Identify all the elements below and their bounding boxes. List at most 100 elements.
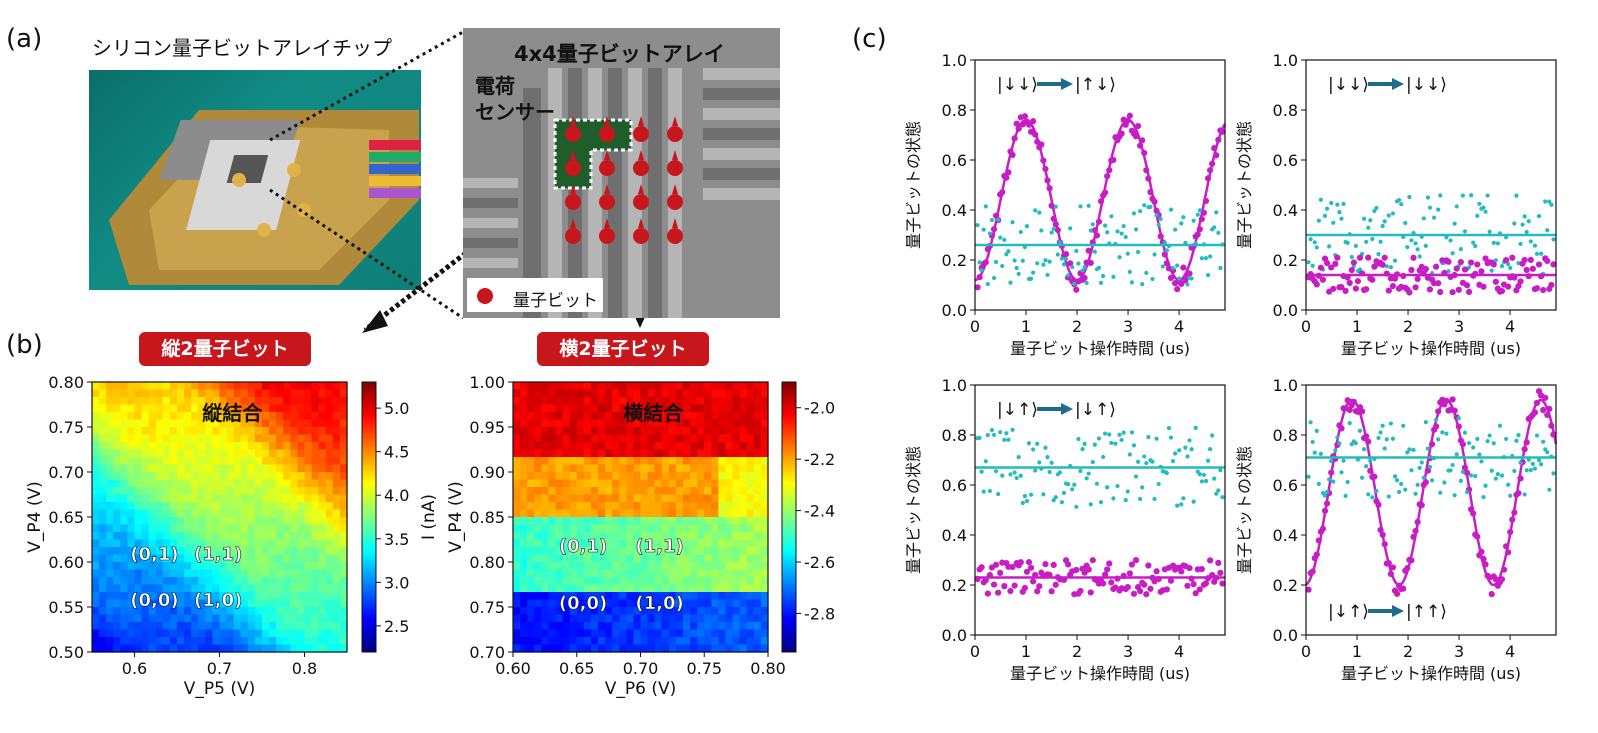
y-axis-label: 量子ビットの状態 <box>904 121 923 249</box>
data-point-cyan <box>1547 199 1552 204</box>
heatmap-cell <box>704 502 712 511</box>
heatmap-cell <box>162 614 171 623</box>
heatmap-cell <box>633 584 642 593</box>
heatmap-cell <box>541 622 550 631</box>
heatmap-cell <box>325 442 334 451</box>
y-tick-label: 0.75 <box>469 598 505 617</box>
data-point-cyan <box>1335 202 1340 207</box>
heatmap-cell <box>106 382 114 391</box>
heatmap-cell <box>304 509 313 518</box>
heatmap-cell <box>534 554 542 563</box>
heatmap-cell <box>760 524 769 533</box>
heatmap-cell <box>254 472 263 481</box>
heatmap-cell <box>226 532 235 541</box>
heatmap-cell <box>262 584 270 593</box>
heatmap-cell <box>675 599 684 608</box>
heatmap-cell <box>647 532 656 541</box>
heatmap-cell <box>725 442 734 451</box>
heatmap-cell <box>276 449 284 458</box>
heatmap-cell <box>254 412 263 421</box>
heatmap-cell <box>332 494 341 503</box>
heatmap-cell <box>148 419 157 428</box>
heatmap-cell <box>134 607 143 616</box>
data-point-magenta <box>1408 266 1415 274</box>
data-point-cyan <box>1129 280 1134 285</box>
heatmap-cell <box>534 644 542 653</box>
heatmap-cell <box>590 562 599 571</box>
data-point-cyan <box>1024 223 1030 229</box>
heatmap-cell <box>141 569 150 578</box>
heatmap-cell <box>697 539 705 548</box>
heatmap-cell <box>711 614 720 623</box>
data-point-cyan <box>1208 447 1213 452</box>
data-point-cyan <box>983 459 988 464</box>
transition-to: |↓↑⟩ <box>1075 400 1116 420</box>
heatmap-cell <box>283 599 291 608</box>
data-point-cyan <box>1411 447 1416 452</box>
heatmap-cell <box>626 389 635 398</box>
y-tick-label: 0.0 <box>942 301 967 320</box>
data-point-magenta <box>1348 266 1355 274</box>
heatmap-cell <box>162 554 171 563</box>
heatmap-cell <box>184 637 192 646</box>
x-tick-label: 2 <box>1072 317 1082 336</box>
data-point-cyan <box>1483 483 1488 488</box>
heatmap-cell <box>148 457 157 466</box>
heatmap-cell <box>739 382 748 391</box>
heatmap-cell <box>339 532 348 541</box>
data-point-cyan <box>1436 437 1441 442</box>
heatmap-cell <box>162 629 171 638</box>
heatmap-cell <box>605 464 613 473</box>
heatmap-cell <box>332 637 341 646</box>
heatmap-cell <box>654 622 663 631</box>
heatmap-cell <box>576 569 585 578</box>
heatmap-cell <box>205 532 214 541</box>
data-point-magenta <box>1535 261 1543 268</box>
heatmap-cell <box>746 539 755 548</box>
y-tick-label: 0.6 <box>942 151 967 170</box>
heatmap-cell <box>711 434 720 443</box>
heatmap-cell <box>711 389 720 398</box>
heatmap-cell <box>226 524 235 533</box>
heatmap-cell <box>120 509 129 518</box>
heatmap-cell <box>247 457 256 466</box>
heatmap-cell <box>598 539 606 548</box>
heatmap-cell <box>739 524 748 533</box>
heatmap-cell <box>583 442 592 451</box>
heatmap-cell <box>134 599 143 608</box>
heatmap-cell <box>311 644 320 653</box>
data-point-cyan <box>1399 202 1404 207</box>
heatmap-cell <box>290 442 299 451</box>
heatmap-cell <box>198 382 206 391</box>
data-point-cyan <box>1382 446 1387 451</box>
heatmap-cell <box>269 509 277 518</box>
heatmap-cell <box>177 517 185 526</box>
heatmap-cell <box>654 397 663 406</box>
data-point-cyan <box>1380 223 1385 229</box>
heatmap-cell <box>304 419 313 428</box>
y-tick-label: 0.8 <box>1273 101 1298 120</box>
heatmap-cell <box>325 607 334 616</box>
heatmap-cell <box>290 584 299 593</box>
heatmap-cell <box>205 547 214 556</box>
data-point-cyan <box>1076 436 1081 442</box>
data-point-cyan <box>1168 435 1174 440</box>
data-point-magenta <box>1317 264 1324 271</box>
heatmap-cell <box>654 464 663 473</box>
heatmap-cell <box>654 644 663 653</box>
heatmap-cell <box>569 487 578 496</box>
heatmap-cell <box>304 569 313 578</box>
heatmap-cell <box>746 524 755 533</box>
data-point-cyan <box>1006 249 1011 254</box>
heatmap-cell <box>247 404 256 413</box>
heatmap-cell <box>177 644 185 653</box>
heatmap-cell <box>155 539 164 548</box>
data-point-magenta <box>990 581 998 588</box>
heatmap-cell <box>612 607 620 616</box>
heatmap-cell <box>562 449 571 458</box>
heatmap-cell <box>654 494 663 503</box>
data-point-cyan <box>1370 495 1375 500</box>
heatmap-cell <box>262 644 270 653</box>
heatmap-cell <box>247 434 256 443</box>
data-point-cyan <box>1026 441 1032 446</box>
